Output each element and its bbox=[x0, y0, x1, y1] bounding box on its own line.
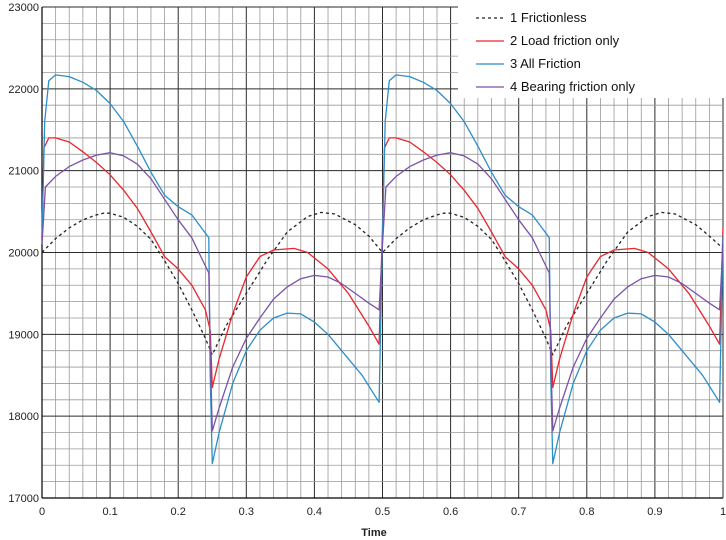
x-tick-label: 0.9 bbox=[647, 506, 662, 518]
y-tick-label: 19000 bbox=[8, 329, 39, 341]
y-tick-label: 23000 bbox=[8, 2, 39, 14]
legend-label-load-friction: 2 Load friction only bbox=[510, 33, 620, 48]
y-axis-ticks: 17000 18000 19000 20000 21000 22000 23000 bbox=[8, 2, 39, 505]
x-tick-label: 0.4 bbox=[307, 506, 322, 518]
y-tick-label: 20000 bbox=[8, 248, 39, 260]
y-tick-label: 17000 bbox=[8, 493, 39, 505]
y-tick-label: 18000 bbox=[8, 411, 39, 423]
x-tick-label: 0.1 bbox=[102, 506, 117, 518]
legend-background bbox=[458, 0, 726, 98]
x-tick-label: 0.3 bbox=[239, 506, 254, 518]
y-tick-label: 22000 bbox=[8, 84, 39, 96]
x-tick-label: 0 bbox=[39, 506, 45, 518]
legend: 1 Frictionless 2 Load friction only 3 Al… bbox=[458, 0, 726, 98]
series-line-1 bbox=[41, 211, 724, 356]
y-tick-label: 21000 bbox=[8, 166, 39, 178]
legend-label-all-friction: 3 All Friction bbox=[510, 56, 581, 71]
x-axis-title: Time bbox=[361, 527, 386, 539]
x-tick-label: 0.2 bbox=[171, 506, 186, 518]
legend-label-frictionless: 1 Frictionless bbox=[510, 10, 587, 25]
legend-label-bearing-friction: 4 Bearing friction only bbox=[510, 79, 636, 94]
x-tick-label: 0.5 bbox=[375, 506, 390, 518]
x-tick-label: 0.7 bbox=[511, 506, 526, 518]
x-axis-ticks: 0 0.1 0.2 0.3 0.4 0.5 0.6 0.7 0.8 0.9 1 bbox=[39, 506, 726, 518]
x-tick-label: 0.6 bbox=[443, 506, 458, 518]
x-tick-label: 1 bbox=[720, 506, 726, 518]
series-layer bbox=[41, 74, 724, 465]
x-tick-label: 0.8 bbox=[579, 506, 594, 518]
series-line-4 bbox=[41, 152, 724, 432]
